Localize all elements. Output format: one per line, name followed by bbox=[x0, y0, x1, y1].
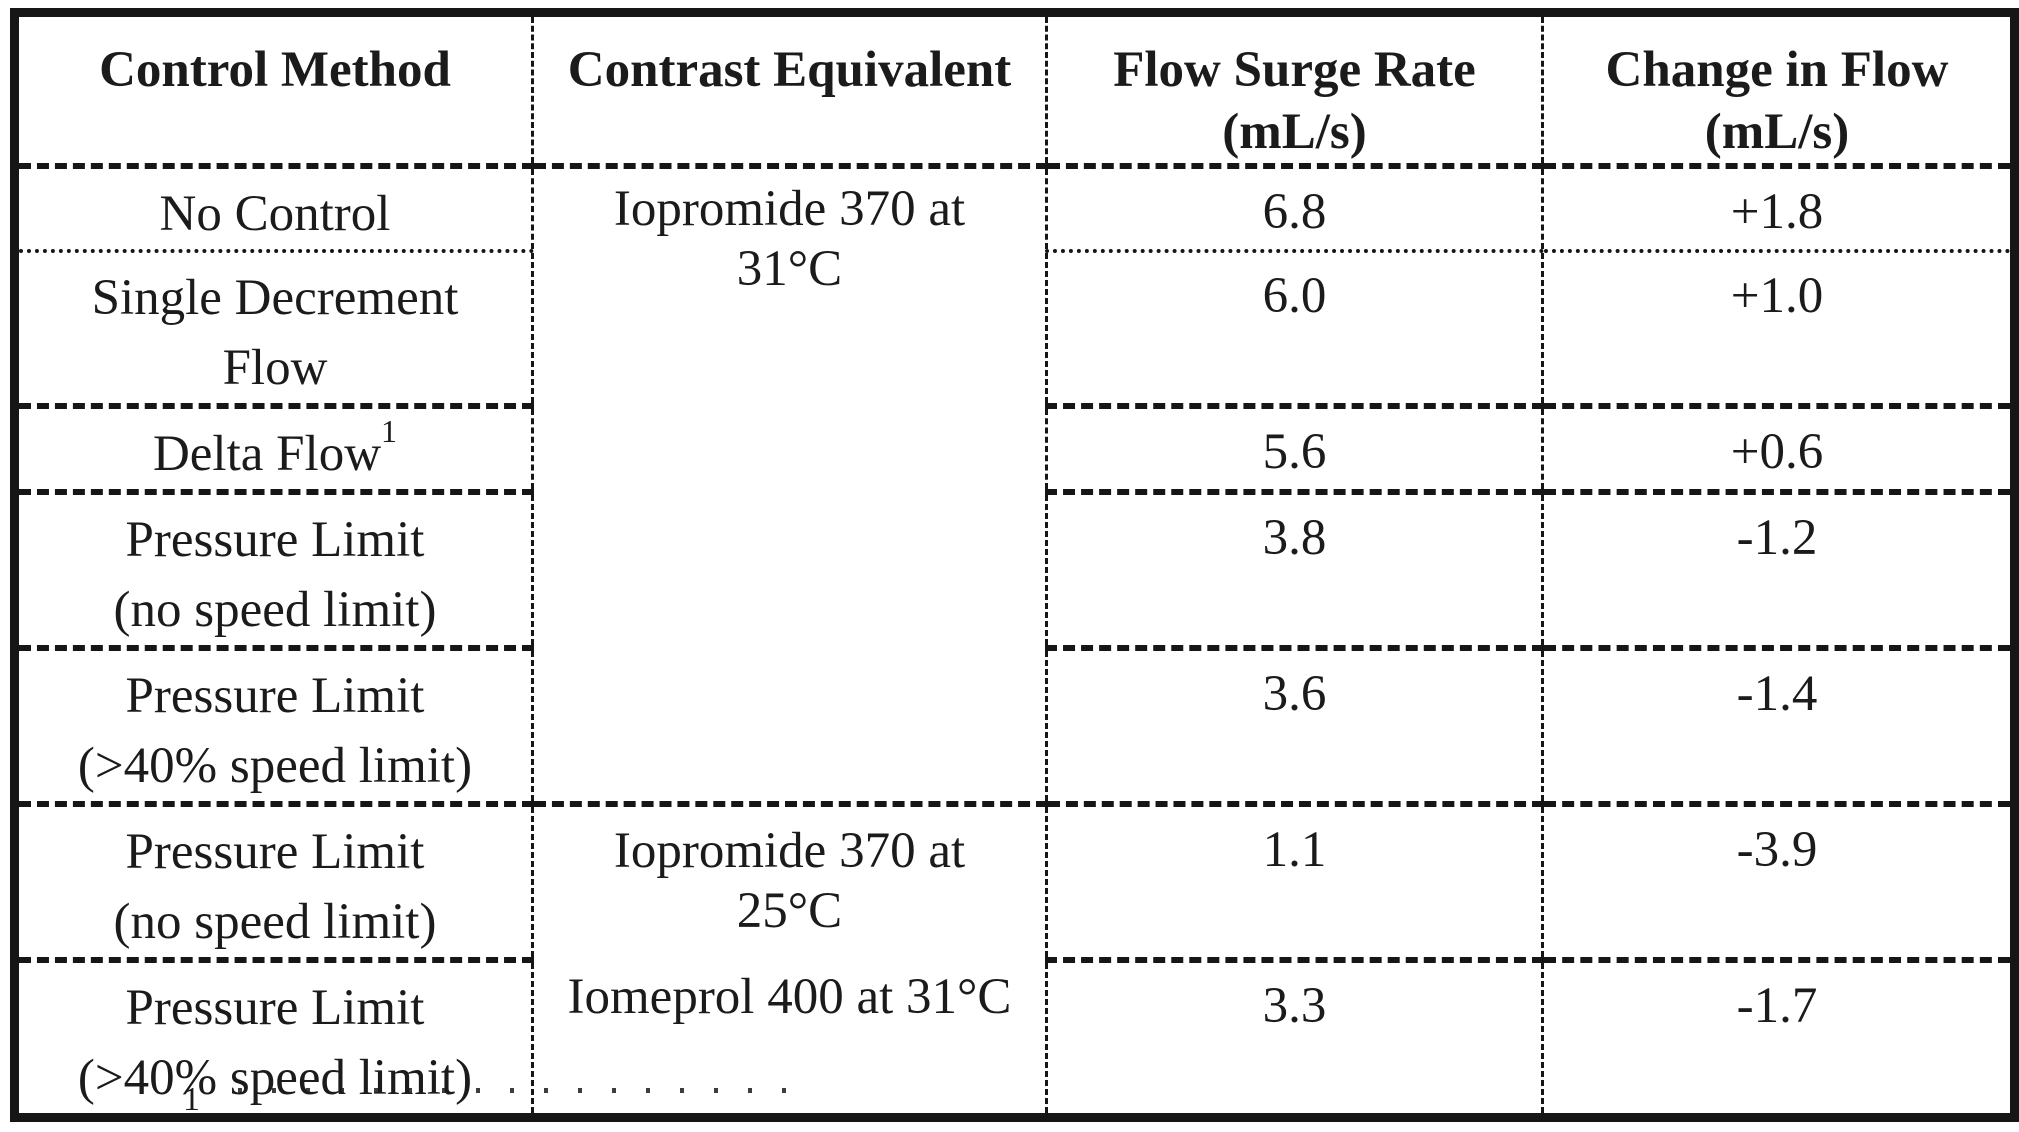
table-row: No Control Iopromide 370 at 31°C 6.8 +1.… bbox=[15, 166, 2015, 804]
cell-line: Pressure Limit bbox=[125, 980, 425, 1036]
table-row: Pressure Limit (>40% speed limit) 3.6 -1… bbox=[14, 645, 2015, 804]
cell-line: Pressure Limit bbox=[125, 824, 425, 880]
cell-line: (>40% speed limit) bbox=[77, 1050, 473, 1106]
header-label: Contrast Equivalent bbox=[567, 42, 1012, 98]
header-label: Flow Surge Rate bbox=[1113, 42, 1476, 98]
cell-flow-surge-rate: 3.6 bbox=[1045, 645, 1543, 804]
cell-change-in-flow: -1.4 bbox=[1541, 645, 2015, 804]
scanned-document-page: Control Method Contrast Equivalent Flow … bbox=[10, 8, 2019, 1122]
cell-line: 25°C bbox=[736, 883, 843, 939]
cell-change-in-flow: -3.9 bbox=[1541, 801, 2015, 960]
cell-flow-surge-rate: 1.1 bbox=[1045, 801, 1543, 960]
cell-control-method: Pressure Limit (no speed limit) bbox=[14, 801, 533, 960]
header-unit: (mL/s) bbox=[1222, 104, 1367, 160]
cell-control-method: Delta Flow1 bbox=[14, 403, 533, 492]
footnote-clipped: 1 bbox=[183, 1078, 200, 1132]
cell-control-method: Pressure Limit (>40% speed limit) bbox=[14, 645, 533, 804]
cell-change-in-flow: +1.8 bbox=[1541, 166, 2015, 251]
cell-flow-surge-rate: 3.8 bbox=[1045, 489, 1543, 648]
footnote-reference: 1 bbox=[381, 413, 398, 449]
flow-control-table: Control Method Contrast Equivalent Flow … bbox=[10, 8, 2019, 1122]
footnote-marker: 1 bbox=[183, 1081, 200, 1118]
table-row: Delta Flow1 5.6 +0.6 bbox=[14, 403, 2015, 492]
header-label: Change in Flow bbox=[1605, 42, 1949, 98]
cell-line: Pressure Limit bbox=[125, 512, 425, 568]
cell-change-in-flow: +1.0 bbox=[1541, 249, 2015, 406]
cell-line: (no speed limit) bbox=[113, 582, 437, 638]
table-row: Pressure Limit (no speed limit) Iopromid… bbox=[14, 801, 2015, 1118]
header-change-in-flow: Change in Flow (mL/s) bbox=[1541, 12, 2015, 169]
cell-line: Iopromide 370 at bbox=[613, 823, 966, 879]
cell-line: Iopromide 370 at bbox=[613, 181, 966, 237]
cell-flow-surge-rate: 6.0 bbox=[1045, 249, 1543, 406]
cell-control-method: Pressure Limit (no speed limit) bbox=[14, 489, 533, 648]
cell-flow-surge-rate: 6.8 bbox=[1045, 166, 1543, 251]
header-control-method: Control Method bbox=[14, 12, 533, 169]
cell-control-method: Single Decrement Flow bbox=[14, 249, 533, 406]
header-unit: (mL/s) bbox=[1704, 104, 1850, 160]
cell-change-in-flow: -1.2 bbox=[1541, 489, 2015, 648]
cell-contrast-equivalent: Iopromide 370 at 31°C bbox=[531, 166, 1047, 804]
cell-line: Pressure Limit bbox=[125, 668, 425, 724]
table-header-row: Control Method Contrast Equivalent Flow … bbox=[14, 12, 2015, 169]
cell-contrast-equivalent: Iopromide 370 at 25°C Iomeprol 400 at 31… bbox=[531, 801, 1047, 1118]
cell-control-method: Pressure Limit (>40% speed limit) bbox=[14, 957, 533, 1118]
header-label: Control Method bbox=[99, 42, 451, 98]
cell-line: Iomeprol 400 at 31°C bbox=[567, 969, 1012, 1025]
cell-line: Delta Flow1 bbox=[19, 415, 531, 489]
cell-change-in-flow: -1.7 bbox=[1541, 957, 2015, 1118]
table-row: Single Decrement Flow 6.0 +1.0 bbox=[14, 249, 2015, 406]
table-row: Pressure Limit (no speed limit) 3.8 -1.2 bbox=[14, 489, 2015, 648]
cell-line: (>40% speed limit) bbox=[77, 738, 473, 794]
cell-text: Delta Flow bbox=[152, 426, 382, 482]
cell-change-in-flow: +0.6 bbox=[1541, 403, 2015, 492]
cell-flow-surge-rate: 5.6 bbox=[1045, 403, 1543, 492]
cell-line: 31°C bbox=[736, 241, 843, 297]
cell-line: No Control bbox=[159, 186, 391, 242]
cell-line: (no speed limit) bbox=[113, 894, 437, 950]
cell-flow-surge-rate: 3.3 bbox=[1045, 957, 1543, 1118]
cell-control-method: No Control bbox=[15, 166, 533, 251]
header-contrast-equivalent: Contrast Equivalent bbox=[531, 12, 1047, 169]
table-row: Pressure Limit (>40% speed limit) 3.3 -1… bbox=[14, 957, 2015, 1118]
footnote-clipped-text-fragments bbox=[238, 1088, 798, 1093]
cell-line: Single Decrement bbox=[91, 270, 459, 326]
cell-line: Flow bbox=[222, 340, 328, 396]
header-flow-surge-rate: Flow Surge Rate (mL/s) bbox=[1045, 12, 1543, 169]
